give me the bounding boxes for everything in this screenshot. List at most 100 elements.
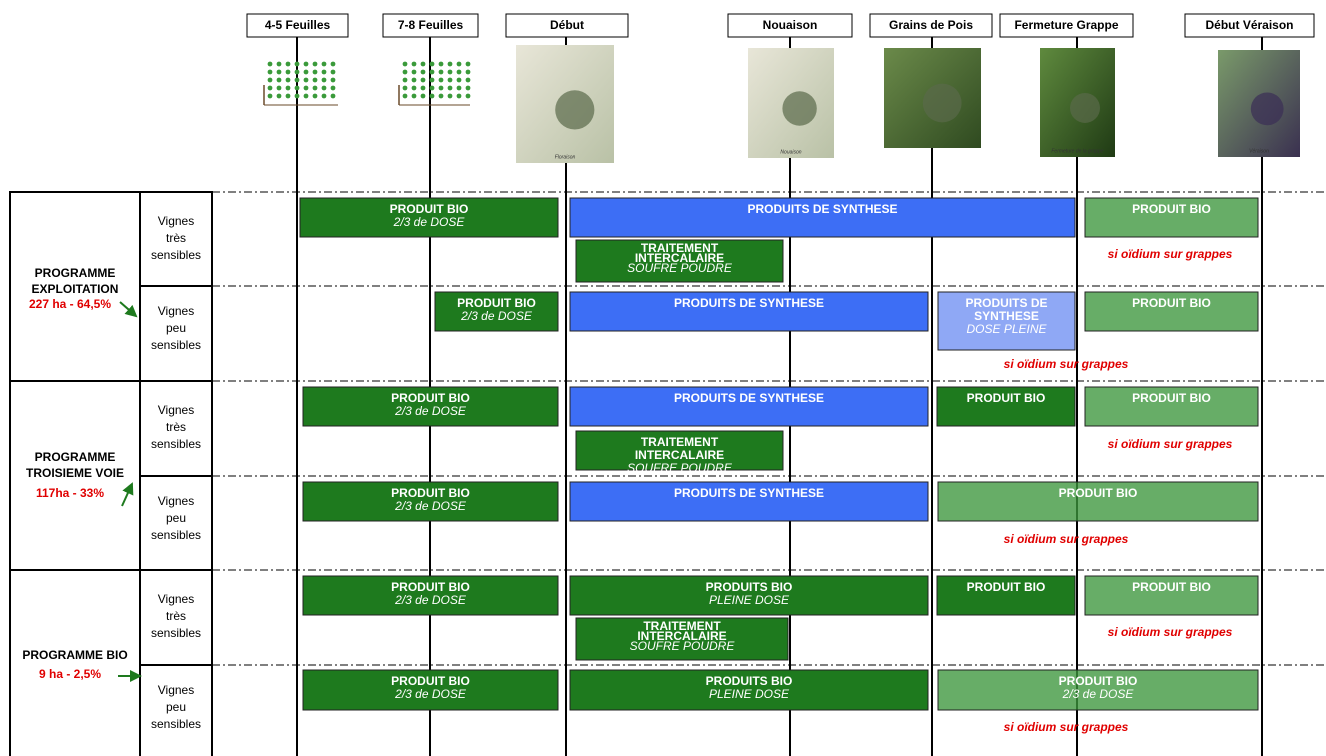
leaf-dot bbox=[402, 69, 408, 75]
treatment-text: PRODUITS DE SYNTHESE bbox=[674, 296, 824, 310]
leaf-dot bbox=[312, 69, 318, 75]
treatment-text: 2/3 de DOSE bbox=[1062, 687, 1135, 701]
treatment-bar bbox=[1084, 197, 1259, 238]
program-name: PROGRAMME BIO bbox=[22, 648, 127, 662]
treatment-bar bbox=[936, 575, 1076, 616]
row-label: très bbox=[166, 231, 186, 245]
share-arrow bbox=[119, 301, 138, 318]
oidium-note: si oïdium sur grappes bbox=[1004, 357, 1129, 371]
leaf-dot bbox=[402, 93, 408, 99]
treatment-text: TRAITEMENT bbox=[641, 241, 719, 255]
treatment-bar bbox=[569, 386, 929, 427]
stage-box bbox=[999, 13, 1134, 38]
leaf-dot bbox=[321, 85, 327, 91]
treatment-bar bbox=[937, 669, 1259, 711]
row-label: Vignes bbox=[158, 304, 194, 318]
stage-label: Fermeture Grappe bbox=[1014, 18, 1118, 32]
row-label: sensibles bbox=[151, 528, 201, 542]
leaf-dot bbox=[285, 61, 291, 67]
leaf-dot bbox=[420, 85, 426, 91]
leaf-dot bbox=[294, 69, 300, 75]
image-caption: Floraison bbox=[555, 154, 576, 160]
oidium-note: si oïdium sur grappes bbox=[1108, 247, 1233, 261]
treatment-bar bbox=[569, 197, 1076, 238]
treatment-bar bbox=[1084, 386, 1259, 427]
leaf-dot bbox=[438, 77, 444, 83]
leaf-dot bbox=[276, 77, 282, 83]
treatment-text: PRODUIT BIO bbox=[391, 674, 470, 688]
row-label: très bbox=[166, 609, 186, 623]
treatment-text: 2/3 de DOSE bbox=[394, 593, 467, 607]
leaf-dot bbox=[447, 69, 453, 75]
treatment-text: 2/3 de DOSE bbox=[394, 687, 467, 701]
treatment-text: TRAITEMENT bbox=[643, 619, 721, 633]
treatment-bar bbox=[575, 617, 789, 661]
leaf-dot bbox=[456, 69, 462, 75]
leaf-dot bbox=[465, 85, 471, 91]
treatment-bar bbox=[569, 669, 929, 711]
leaf-dot bbox=[402, 61, 408, 67]
treatment-text: DOSE PLEINE bbox=[966, 322, 1047, 336]
treatment-text: PRODUITS DE bbox=[965, 296, 1047, 310]
stage-box bbox=[1184, 13, 1315, 38]
leaf-dot bbox=[447, 93, 453, 99]
stage-box bbox=[382, 13, 479, 38]
leaf-dot bbox=[267, 77, 273, 83]
leaf-dot bbox=[294, 61, 300, 67]
leaf-dot bbox=[438, 61, 444, 67]
program-name: PROGRAMME bbox=[35, 450, 116, 464]
leaf-dot bbox=[330, 93, 336, 99]
treatment-bar bbox=[299, 197, 559, 238]
treatment-text: PRODUIT BIO bbox=[391, 486, 470, 500]
leaf-dot bbox=[402, 77, 408, 83]
treatment-text: 2/3 de DOSE bbox=[393, 215, 466, 229]
leaf-dot bbox=[438, 69, 444, 75]
treatment-bar bbox=[575, 430, 784, 471]
leaf-dot bbox=[303, 77, 309, 83]
share-arrow bbox=[121, 482, 134, 507]
leaf-dot bbox=[330, 85, 336, 91]
treatment-text: PLEINE DOSE bbox=[709, 593, 790, 607]
leaf-dot bbox=[429, 93, 435, 99]
treatment-text: PRODUIT BIO bbox=[1132, 202, 1211, 216]
image-caption: Fermeture de la grappe bbox=[1051, 148, 1103, 154]
leaf-dot bbox=[303, 61, 309, 67]
program-share: 227 ha - 64,5% bbox=[29, 297, 111, 311]
leaf-dot bbox=[285, 77, 291, 83]
treatment-bar bbox=[302, 386, 559, 427]
leaf-dot bbox=[420, 93, 426, 99]
treatment-bar bbox=[569, 481, 929, 522]
treatment-text: PRODUIT BIO bbox=[1059, 674, 1138, 688]
treatment-text: PRODUIT BIO bbox=[1059, 486, 1138, 500]
treatment-bar bbox=[434, 291, 559, 332]
leaf-dot bbox=[456, 77, 462, 83]
treatment-text: PRODUITS DE SYNTHESE bbox=[674, 391, 824, 405]
treatment-text: 2/3 de DOSE bbox=[394, 404, 467, 418]
row-label: Vignes bbox=[158, 592, 194, 606]
leaf-dot bbox=[321, 77, 327, 83]
leaf-dot bbox=[429, 69, 435, 75]
row-label: sensibles bbox=[151, 338, 201, 352]
treatment-text: 2/3 de DOSE bbox=[394, 499, 467, 513]
grape-cluster bbox=[782, 91, 817, 126]
leaf-dot bbox=[285, 93, 291, 99]
stage-label: Nouaison bbox=[763, 18, 818, 32]
stage-label: Grains de Pois bbox=[889, 18, 973, 32]
program-name: TROISIEME VOIE bbox=[26, 466, 124, 480]
leaf-dot bbox=[330, 61, 336, 67]
leaf-dot bbox=[465, 93, 471, 99]
leaf-dot bbox=[429, 77, 435, 83]
leaf-dot bbox=[447, 77, 453, 83]
treatment-text: PRODUIT BIO bbox=[390, 202, 469, 216]
leaf-dot bbox=[411, 93, 417, 99]
treatment-bar bbox=[302, 575, 559, 616]
row-label: très bbox=[166, 420, 186, 434]
leaf-dot bbox=[294, 85, 300, 91]
treatment-bar bbox=[302, 481, 559, 522]
stage-label: Début Véraison bbox=[1205, 18, 1293, 32]
grape-cluster bbox=[555, 90, 595, 130]
leaf-dot bbox=[429, 61, 435, 67]
treatment-text: SOUFRE POUDRE bbox=[627, 461, 733, 475]
leaf-dot bbox=[420, 61, 426, 67]
